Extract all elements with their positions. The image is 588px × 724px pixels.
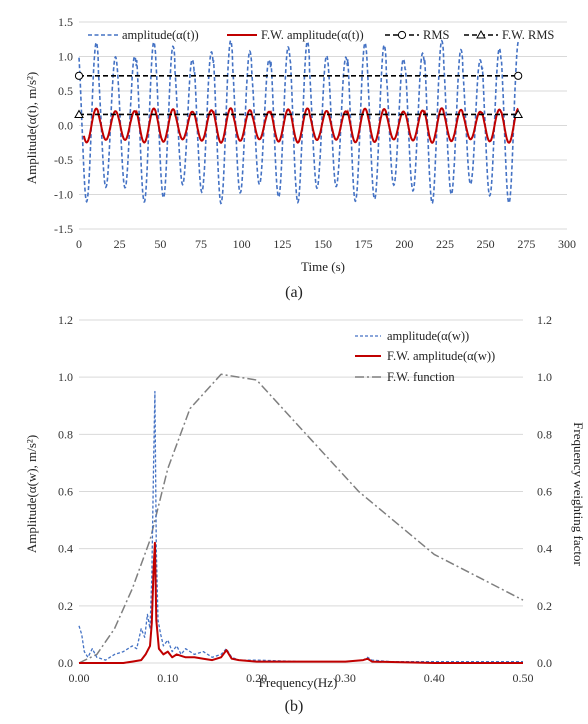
legend-label: F.W. amplitude(α(w))	[387, 349, 495, 363]
chart-b-ticks: 0.0 0.0 0.2 0.2 0.4 0.4 0.6 0.6 0.8 0.8 1.0 1.0 1.2 1…	[58, 313, 552, 685]
x-tick-label: 0.40	[424, 671, 445, 685]
chart-b-legend: amplitude(α(w)) F.W. amplitude(α(w)) F.W. …	[355, 329, 495, 384]
panel-label-a: (a)	[285, 284, 303, 301]
legend-label: F.W. RMS	[502, 28, 554, 42]
y-tick-label: 0.6	[58, 485, 73, 499]
y2-tick-label: 0.2	[537, 599, 552, 613]
chart-b-y-axis-title: Amplitude(α(w), m/s²)	[24, 435, 39, 553]
series-line	[82, 107, 519, 144]
series-line	[78, 38, 519, 205]
chart-b-series	[78, 373, 524, 664]
x-tick-label: 0.00	[69, 671, 90, 685]
x-tick-label: 0.10	[157, 671, 178, 685]
y2-tick-label: 0.4	[537, 542, 552, 556]
x-tick-label: 225	[436, 237, 454, 251]
x-tick-label: 0.50	[513, 671, 534, 685]
x-tick-label: 150	[314, 237, 332, 251]
series-marker	[74, 71, 84, 80]
panel-label-b: (b)	[284, 698, 304, 715]
x-tick-label: 25	[114, 237, 126, 251]
y-tick-label: -1.5	[54, 222, 73, 236]
y-tick-label: 0.0	[58, 119, 73, 133]
y-tick-label: -0.5	[54, 153, 73, 167]
y-tick-label: 0.8	[58, 427, 73, 441]
y-tick-label: 0.2	[58, 599, 73, 613]
series-line	[79, 541, 523, 664]
x-tick-label: 100	[233, 237, 251, 251]
chart-a-legend: amplitude(α(t)) F.W. amplitude(α(t)) RMS F.…	[88, 28, 554, 42]
series-marker	[513, 109, 524, 118]
legend-marker	[397, 30, 407, 40]
legend-label: F.W. function	[387, 370, 455, 384]
legend-label: RMS	[423, 28, 449, 42]
chart-b-x-axis-title: Frequency(Hz)	[259, 675, 338, 690]
y-tick-label: 1.5	[58, 15, 73, 29]
x-tick-label: 0.30	[335, 671, 356, 685]
y-tick-label: 1.0	[58, 370, 73, 384]
y2-tick-label: 0.0	[537, 656, 552, 670]
y-tick-label: 0.5	[58, 84, 73, 98]
x-tick-label: 175	[355, 237, 373, 251]
y-tick-label: -1.0	[54, 188, 73, 202]
x-tick-label: 275	[517, 237, 535, 251]
chart-a-ticks: 1.5 1.0 0.5 0.0 -0.5 -1.0 -1.50 25 50 75 100 125 150…	[54, 15, 576, 251]
x-tick-label: 0.20	[246, 671, 267, 685]
x-tick-label: 300	[558, 237, 576, 251]
series-line	[78, 390, 523, 663]
y2-tick-label: 0.8	[537, 427, 552, 441]
y2-tick-label: 1.2	[537, 313, 552, 327]
chart-a-series	[74, 38, 524, 205]
y2-tick-label: 0.6	[537, 485, 552, 499]
chart-b: 0.0 0.0 0.2 0.2 0.4 0.4 0.6 0.6 0.8 0.8 1.0 1.0 1.2 1…	[24, 313, 586, 690]
chart-b-y2-axis-title: Frequency weighting factor	[571, 422, 586, 566]
legend-marker	[476, 29, 486, 39]
x-tick-label: 250	[477, 237, 495, 251]
x-tick-label: 125	[273, 237, 291, 251]
series-marker	[514, 71, 523, 80]
chart-b-grid	[79, 319, 523, 664]
chart-a-y-axis-title: Amplitude(α(t), m/s²)	[24, 72, 39, 185]
series-marker	[74, 109, 84, 118]
y-tick-label: 1.2	[58, 313, 73, 327]
y-tick-label: 0.4	[58, 542, 73, 556]
chart-a: 1.5 1.0 0.5 0.0 -0.5 -1.0 -1.50 25 50 75 100 125 150…	[24, 15, 576, 274]
y-tick-label: 1.0	[58, 50, 73, 64]
legend-label: F.W. amplitude(α(t))	[261, 28, 364, 42]
legend-label: amplitude(α(t))	[122, 28, 199, 42]
x-tick-label: 0	[76, 237, 82, 251]
y-tick-label: 0.0	[58, 656, 73, 670]
chart-a-x-axis-title: Time (s)	[301, 259, 345, 274]
x-tick-label: 75	[195, 237, 207, 251]
series-line	[78, 373, 524, 664]
x-tick-label: 50	[154, 237, 166, 251]
legend-label: amplitude(α(w))	[387, 329, 469, 343]
x-tick-label: 200	[395, 237, 413, 251]
y2-tick-label: 1.0	[537, 370, 552, 384]
